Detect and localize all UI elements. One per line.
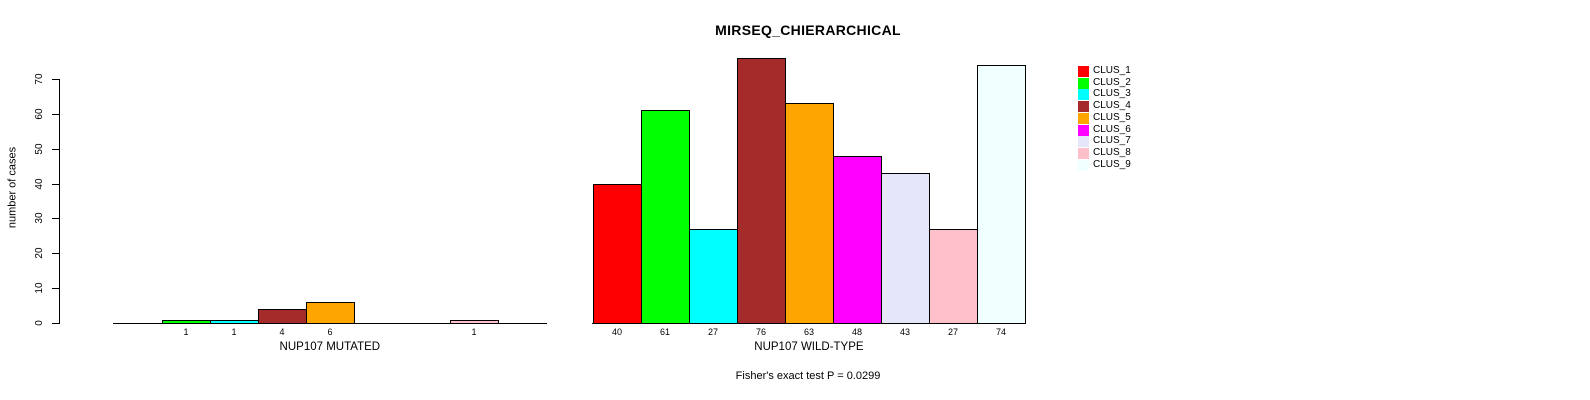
bar-value-label: 4: [279, 327, 285, 337]
legend-label-clus-4: CLUS_4: [1093, 100, 1131, 111]
legend-swatch-clus-7: [1078, 136, 1089, 147]
legend-swatch-clus-2: [1078, 78, 1089, 89]
bar-clus-3-nup107-mutated: [210, 320, 259, 324]
y-tick: [52, 184, 59, 185]
legend-label-clus-7: CLUS_7: [1093, 135, 1131, 146]
bar-value-label: 40: [611, 327, 622, 337]
y-tick-label: 10: [34, 282, 45, 294]
legend-swatch-clus-1: [1078, 66, 1089, 77]
legend-swatch-clus-6: [1078, 125, 1089, 136]
y-axis-line: [59, 79, 60, 324]
legend-label-clus-1: CLUS_1: [1093, 65, 1131, 76]
y-tick: [52, 114, 59, 115]
bar-value-label: 1: [471, 327, 477, 337]
legend-label-clus-5: CLUS_5: [1093, 112, 1131, 123]
bar-clus-1-nup107-wild-type: [593, 184, 642, 324]
bar-value-label: 61: [659, 327, 670, 337]
bar-clus-9-nup107-wild-type: [977, 65, 1026, 324]
y-tick-label: 20: [34, 247, 45, 259]
y-tick-label: 50: [34, 143, 45, 155]
bar-clus-6-nup107-wild-type: [833, 156, 882, 324]
x-axis-title-nup107-wild-type: NUP107 WILD-TYPE: [754, 341, 864, 353]
bar-value-label: 76: [755, 327, 766, 337]
y-axis-label: number of cases: [6, 146, 19, 229]
y-tick: [52, 253, 59, 254]
bar-clus-8-nup107-wild-type: [929, 229, 978, 324]
bar-clus-5-nup107-mutated: [306, 302, 355, 324]
bar-clus-8-nup107-mutated: [450, 320, 499, 324]
bar-clus-2-nup107-wild-type: [641, 110, 690, 324]
legend-label-clus-6: CLUS_6: [1093, 124, 1131, 135]
bar-clus-5-nup107-wild-type: [785, 103, 834, 324]
legend-swatch-clus-9: [1078, 160, 1089, 171]
bar-clus-2-nup107-mutated: [162, 320, 211, 324]
y-tick: [52, 218, 59, 219]
bar-value-label: 43: [899, 327, 910, 337]
bar-clus-7-nup107-wild-type: [881, 173, 930, 324]
fisher-test-annotation: Fisher's exact test P = 0.0299: [735, 370, 881, 382]
y-tick-label: 30: [34, 212, 45, 224]
bar-value-label: 6: [327, 327, 333, 337]
bar-clus-4-nup107-wild-type: [737, 58, 786, 324]
legend-label-clus-8: CLUS_8: [1093, 147, 1131, 158]
bar-value-label: 74: [995, 327, 1006, 337]
y-tick-label: 0: [34, 320, 45, 326]
legend-label-clus-3: CLUS_3: [1093, 88, 1131, 99]
bar-value-label: 27: [947, 327, 958, 337]
legend-swatch-clus-8: [1078, 148, 1089, 159]
x-axis-title-nup107-mutated: NUP107 MUTATED: [279, 341, 381, 353]
chart-title: MIRSEQ_CHIERARCHICAL: [715, 22, 901, 38]
bar-clus-4-nup107-mutated: [258, 309, 307, 324]
y-tick: [52, 323, 59, 324]
bar-clus-3-nup107-wild-type: [689, 229, 738, 324]
bar-value-label: 27: [707, 327, 718, 337]
y-tick-label: 60: [34, 108, 45, 120]
legend-swatch-clus-3: [1078, 89, 1089, 100]
y-tick: [52, 79, 59, 80]
y-tick-label: 70: [34, 73, 45, 85]
bar-value-label: 1: [183, 327, 189, 337]
y-tick-label: 40: [34, 178, 45, 190]
legend-swatch-clus-5: [1078, 113, 1089, 124]
legend-label-clus-9: CLUS_9: [1093, 159, 1131, 170]
legend-label-clus-2: CLUS_2: [1093, 77, 1131, 88]
bar-value-label: 1: [231, 327, 237, 337]
bar-value-label: 63: [803, 327, 814, 337]
legend-swatch-clus-4: [1078, 101, 1089, 112]
y-tick: [52, 288, 59, 289]
bar-value-label: 48: [851, 327, 862, 337]
y-tick: [52, 149, 59, 150]
